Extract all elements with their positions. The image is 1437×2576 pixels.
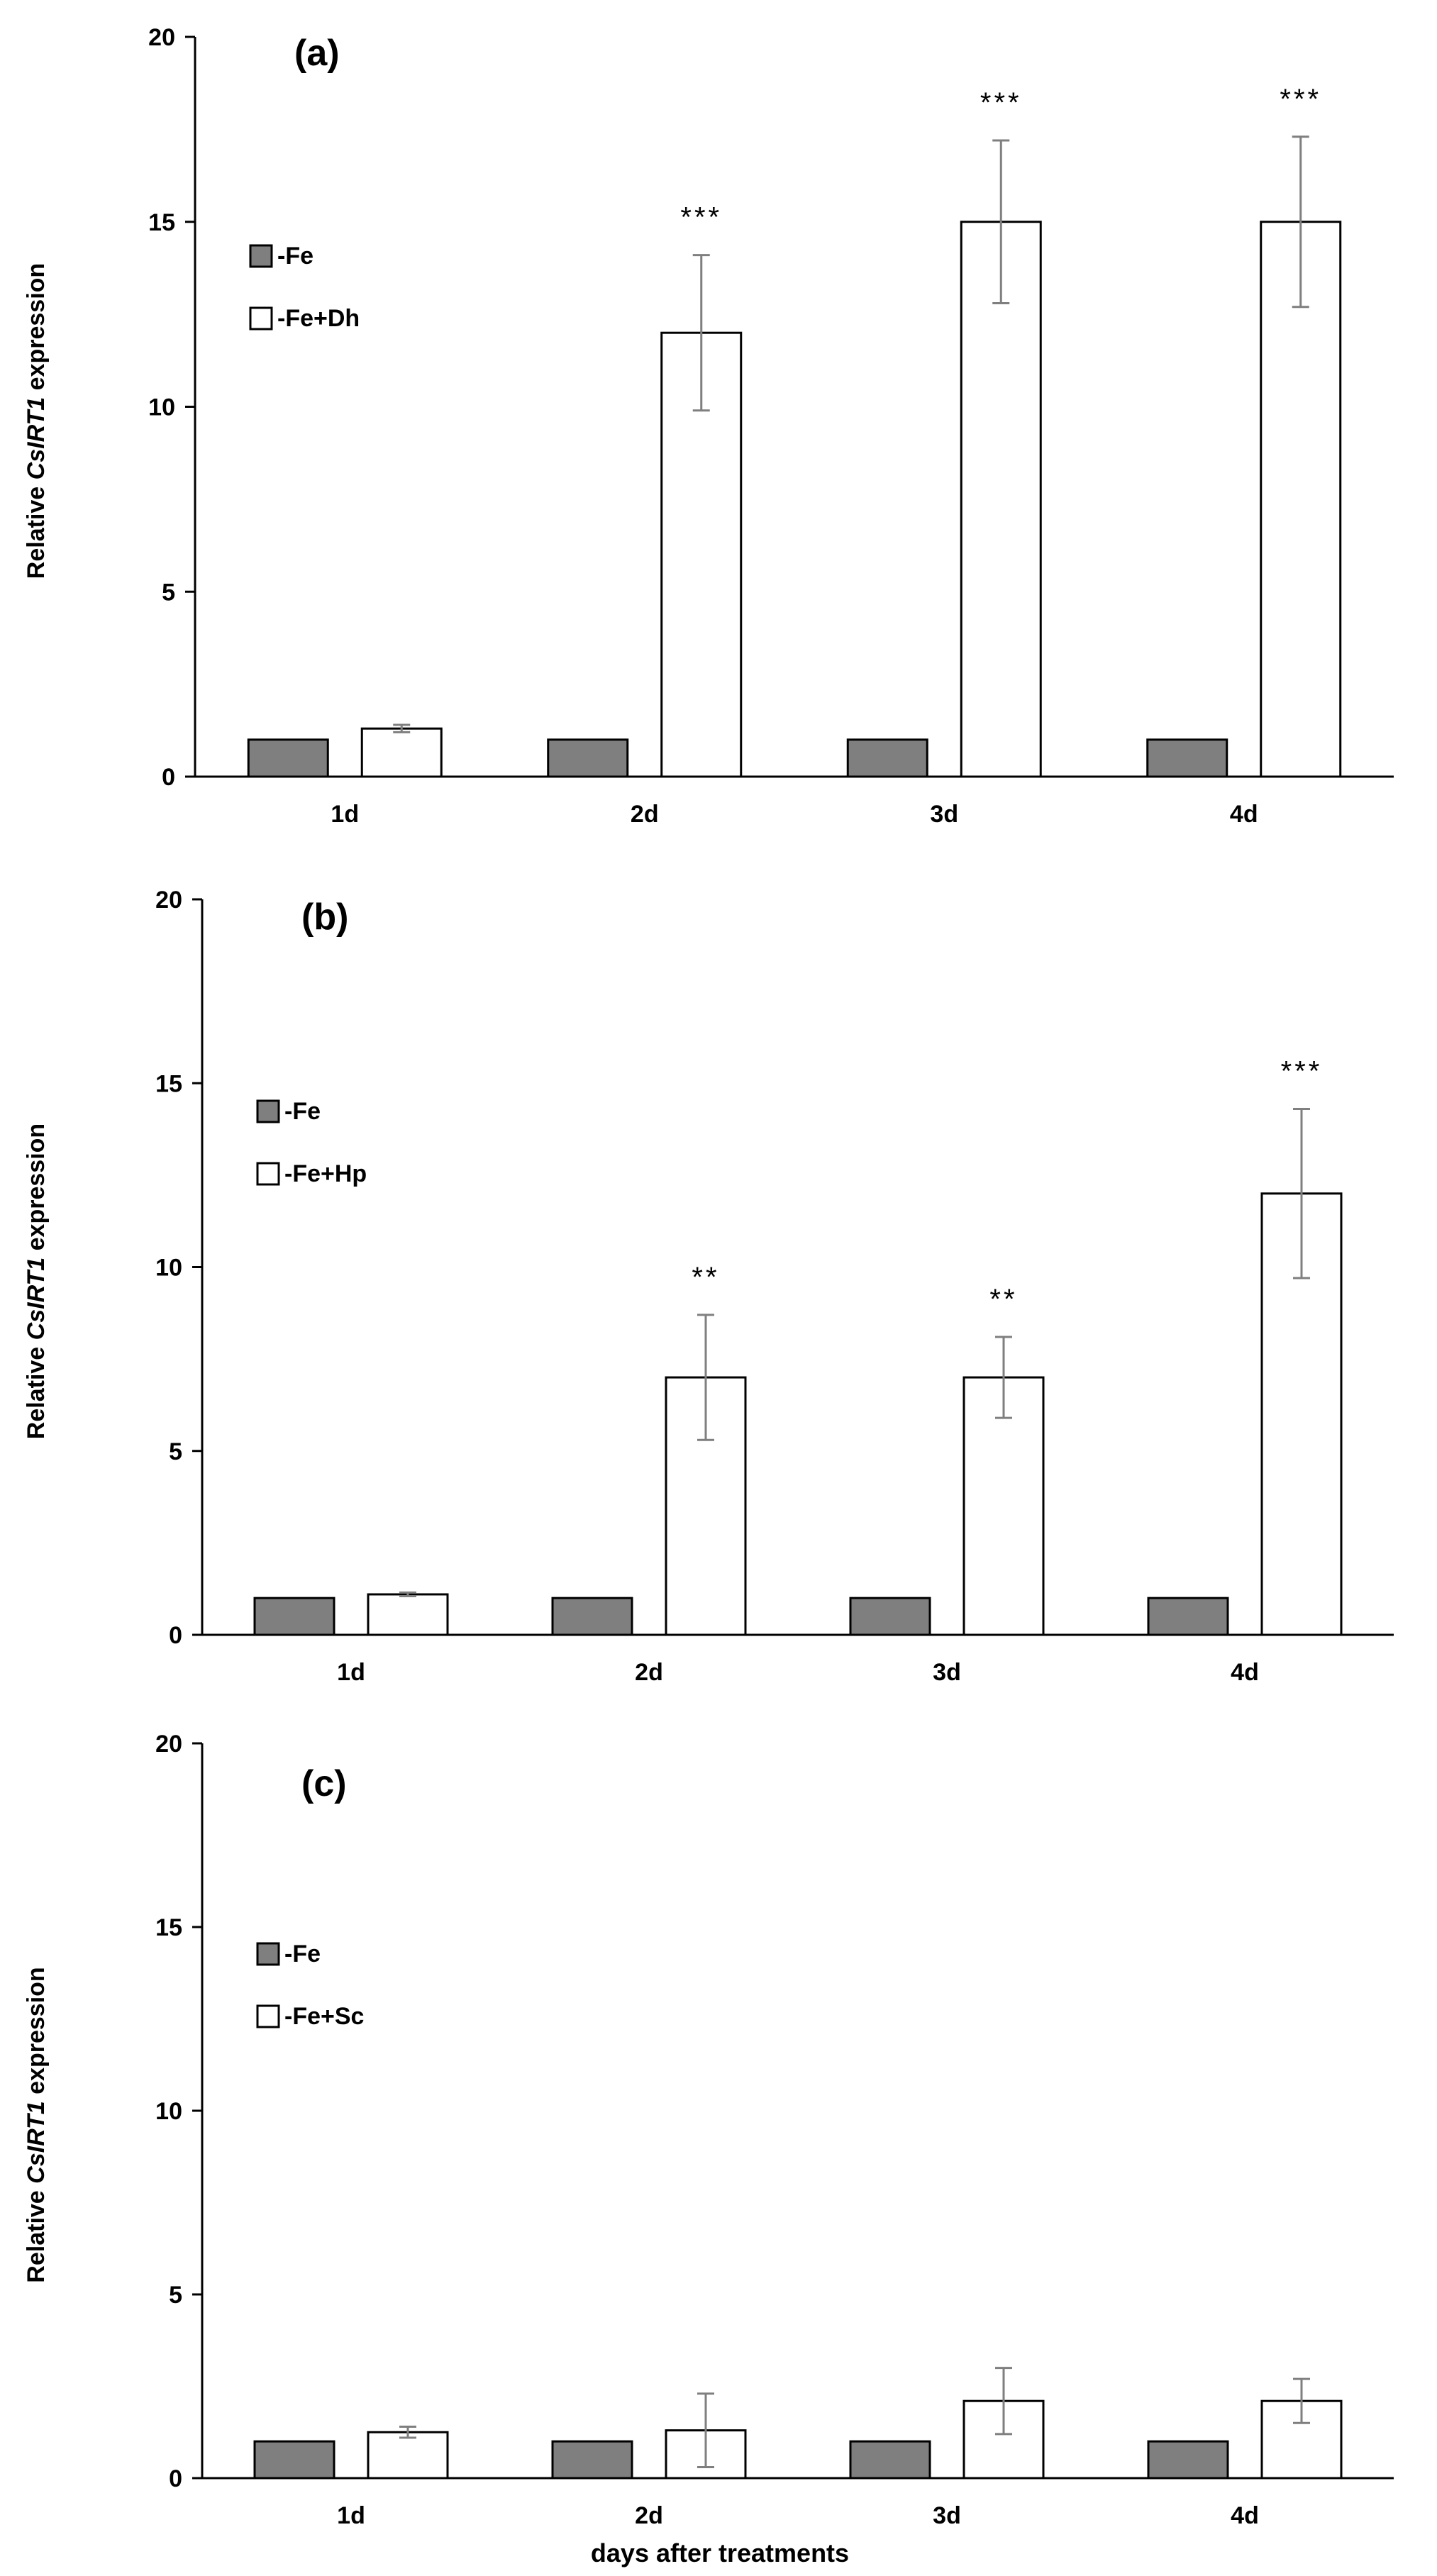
y-tick-label: 5 bbox=[169, 1438, 182, 1465]
x-tick-label: 1d bbox=[337, 2502, 365, 2529]
y-tick-label: 15 bbox=[155, 1914, 182, 1941]
x-tick-label: 4d bbox=[1230, 801, 1258, 828]
bar-fe bbox=[551, 2440, 633, 2480]
bar-fe bbox=[253, 1597, 335, 1636]
legend-label: -Fe+Dh bbox=[277, 305, 360, 332]
legend-label: -Fe+Sc bbox=[284, 2003, 364, 2030]
y-tick-label: 15 bbox=[155, 1070, 182, 1097]
significance-marker: *** bbox=[980, 87, 1022, 118]
legend-label: -Fe+Hp bbox=[284, 1160, 367, 1187]
legend-label: -Fe bbox=[284, 1098, 321, 1125]
bar-fe bbox=[551, 1597, 633, 1636]
y-axis-title-prefix: Relative bbox=[23, 1340, 50, 1439]
y-tick-label: 0 bbox=[169, 2465, 182, 2492]
x-tick-label: 1d bbox=[337, 1659, 365, 1686]
y-axis-title: Relative CsIRT1 expression bbox=[23, 263, 50, 579]
y-axis-title: Relative CsIRT1 expression bbox=[23, 1967, 50, 2282]
y-axis-title: Relative CsIRT1 expression bbox=[23, 1123, 50, 1439]
chart-panel-c: 0 5 10 15 20 Relative CsIRT1 expression (c) 1d 2… bbox=[23, 1731, 1394, 2529]
panel-label: (c) bbox=[301, 1763, 347, 1804]
bar-treatment bbox=[962, 2399, 1045, 2480]
y-tick-label: 10 bbox=[155, 1255, 182, 1282]
y-tick-label: 20 bbox=[155, 887, 182, 914]
x-tick-label: 2d bbox=[635, 1659, 663, 1686]
legend-label: -Fe bbox=[284, 1941, 321, 1967]
y-axis-title-prefix: Relative bbox=[23, 2184, 50, 2283]
y-axis-title-gene: CsIRT1 bbox=[23, 2101, 50, 2184]
significance-marker: *** bbox=[1280, 84, 1321, 115]
y-tick-label: 0 bbox=[162, 764, 175, 791]
y-tick-label: 15 bbox=[148, 209, 175, 236]
x-tick-label: 1d bbox=[331, 801, 359, 828]
panel-label: (a) bbox=[294, 33, 340, 74]
x-tick-label: 3d bbox=[930, 801, 958, 828]
bar-fe bbox=[547, 738, 629, 778]
y-axis-title-gene: CsIRT1 bbox=[23, 1258, 50, 1340]
y-axis-title-suffix: expression bbox=[23, 263, 50, 397]
legend-label: -Fe bbox=[277, 243, 314, 270]
legend-swatch bbox=[249, 306, 273, 331]
panel-label: (b) bbox=[301, 896, 348, 938]
legend-swatch bbox=[256, 1942, 280, 1966]
bar-treatment bbox=[962, 1376, 1045, 1636]
significance-marker: *** bbox=[680, 202, 722, 233]
y-tick-label: 5 bbox=[169, 2282, 182, 2309]
legend-swatch bbox=[256, 1162, 280, 1186]
y-axis-title-suffix: expression bbox=[23, 1123, 50, 1258]
chart-panel-a: 0 5 10 15 20 Relative CsIRT1 expression (a) 1d *… bbox=[23, 24, 1394, 828]
y-tick-label: 10 bbox=[148, 394, 175, 421]
bar-treatment bbox=[1260, 2399, 1343, 2480]
panels: 0 5 10 15 20 Relative CsIRT1 expression (a) 1d *… bbox=[23, 24, 1394, 2529]
significance-marker: ** bbox=[692, 1262, 719, 1293]
bar-fe bbox=[247, 738, 329, 778]
bar-treatment bbox=[367, 1593, 449, 1636]
significance-marker: ** bbox=[989, 1284, 1017, 1315]
bar-fe bbox=[846, 738, 928, 778]
bar-treatment bbox=[360, 727, 443, 778]
x-tick-label: 2d bbox=[635, 2502, 663, 2529]
legend-swatch bbox=[256, 2004, 280, 2028]
legend-swatch bbox=[249, 244, 273, 268]
x-tick-label: 4d bbox=[1231, 1659, 1259, 1686]
bar-treatment bbox=[367, 2431, 449, 2480]
y-axis-title-suffix: expression bbox=[23, 1967, 50, 2101]
bar-treatment bbox=[960, 221, 1042, 778]
bar-fe bbox=[849, 2440, 931, 2480]
bar-treatment bbox=[1260, 221, 1342, 778]
bar-fe bbox=[1147, 2440, 1229, 2480]
y-axis-title-prefix: Relative bbox=[23, 479, 50, 579]
y-tick-label: 5 bbox=[162, 579, 175, 606]
y-tick-label: 10 bbox=[155, 2098, 182, 2125]
x-tick-label: 2d bbox=[631, 801, 659, 828]
y-tick-label: 20 bbox=[155, 1731, 182, 1758]
bar-fe bbox=[1146, 738, 1228, 778]
y-axis-title-gene: CsIRT1 bbox=[23, 397, 50, 480]
y-tick-label: 0 bbox=[169, 1622, 182, 1649]
bar-fe bbox=[1147, 1597, 1229, 1636]
chart-panel-b: 0 5 10 15 20 Relative CsIRT1 expression (b) 1d *… bbox=[23, 887, 1394, 1686]
x-tick-label: 4d bbox=[1231, 2502, 1259, 2529]
significance-marker: *** bbox=[1281, 1056, 1323, 1087]
bar-fe bbox=[253, 2440, 335, 2480]
y-tick-label: 20 bbox=[148, 24, 175, 51]
bar-fe bbox=[849, 1597, 931, 1636]
x-tick-label: 3d bbox=[933, 1659, 961, 1686]
x-tick-label: 3d bbox=[933, 2502, 961, 2529]
legend-swatch bbox=[256, 1099, 280, 1123]
x-axis-title: days after treatments bbox=[591, 2538, 849, 2567]
